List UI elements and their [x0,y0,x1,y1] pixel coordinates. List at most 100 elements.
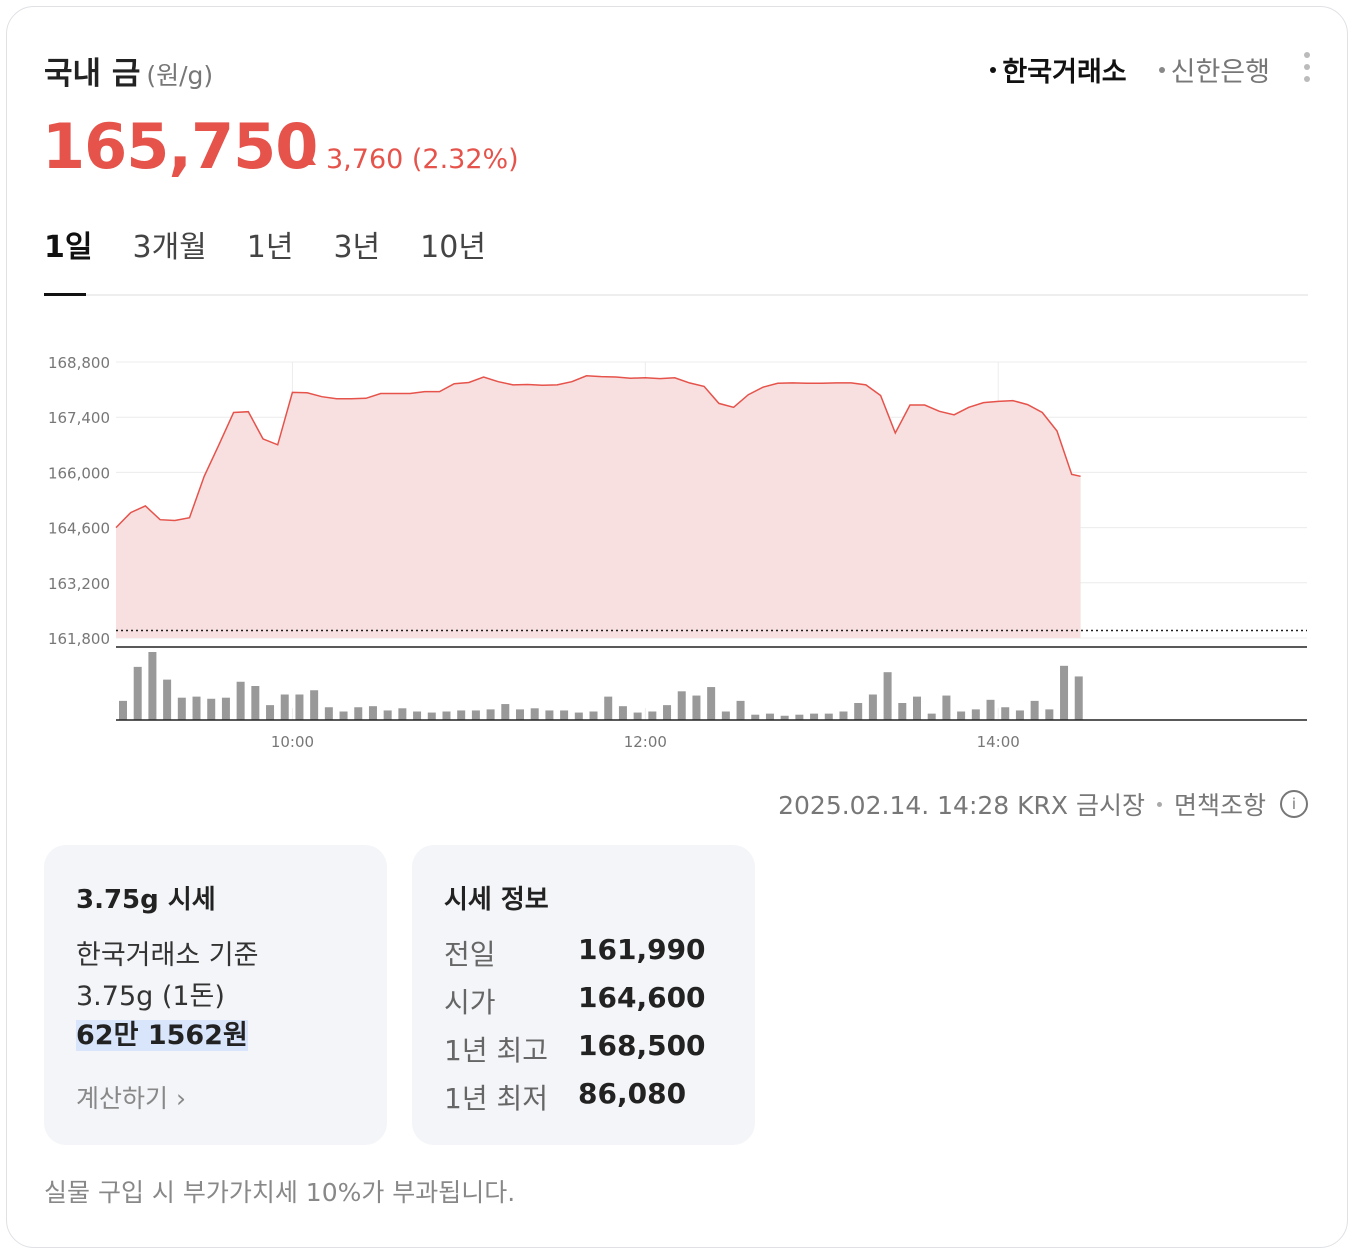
page-title: 국내 금 (원/g) [44,48,213,93]
volume-bar [957,711,966,720]
volume-bar [427,712,436,720]
volume-bar [618,706,627,720]
period-tabs: 1일 3개월 1년 3년 10년 [44,222,486,266]
volume-bar [295,694,304,720]
info-icon[interactable]: i [1280,790,1308,818]
volume-bar [780,715,789,720]
volume-bar [589,711,598,720]
volume-bar [339,711,348,720]
up-arrow-icon [302,154,316,165]
tab-1d[interactable]: 1일 [44,230,93,265]
volume-bar [648,711,657,720]
volume-bar [604,696,613,720]
volume-bar [883,672,892,720]
box-title: 3.75g 시세 [76,885,216,915]
volume-bar [545,710,554,720]
box-title: 시세 정보 [444,885,549,915]
volume-bar [310,690,319,720]
change-value: 3,760 (2.32%) [326,144,519,175]
volume-bar [736,700,745,720]
active-tab-indicator [44,293,86,296]
volume-bar [986,699,995,720]
info-row: 1년 최고 168,500 [444,1029,706,1069]
volume-bar [501,704,510,720]
bullet-icon [990,66,997,73]
volume-bar [839,711,848,720]
volume-bar [354,707,363,720]
tab-10y[interactable]: 10년 [420,230,486,265]
info-row: 시가 164,600 [444,981,706,1021]
volume-bar [1015,710,1024,720]
y-tick-label: 164,600 [48,520,110,538]
volume-bar [560,710,569,720]
info-row: 1년 최저 86,080 [444,1077,686,1117]
unit-label: (원/g) [146,61,214,90]
volume-bar [1074,676,1083,720]
volume-bar [148,652,157,720]
volume-bar [177,697,186,720]
volume-bar [663,705,672,720]
source-krx[interactable]: 한국거래소 [990,50,1127,89]
volume-bar [795,714,804,720]
source-shinhan[interactable]: 신한은행 [1158,50,1270,89]
price-chart[interactable]: 168,800 167,400 166,000 164,600 163,200 161,8… [0,330,1360,770]
row-label: 1년 최저 [444,1082,548,1115]
bullet-icon [1158,66,1165,73]
volume-bar [266,705,275,720]
price-line [115,375,1081,529]
volume-bar [163,679,172,720]
volume-bar [1060,665,1069,720]
volume-bar [810,713,819,720]
volume-bar [207,698,216,720]
volume-bar [236,681,245,720]
volume-bar [457,710,466,720]
volume-bar [192,696,201,720]
volume-bar [1001,707,1010,720]
separator-dot [1156,801,1162,807]
volume-bar [383,710,392,720]
volume-bar [324,707,333,720]
chevron-right-icon: › [175,1084,186,1113]
volume-bar [971,709,980,720]
don-price: 62만 1562원 [76,1020,248,1051]
row-label: 시가 [444,986,496,1019]
volume-bar [898,703,907,720]
tab-3m[interactable]: 3개월 [132,230,207,265]
row-value: 164,600 [578,981,706,1014]
volume-bar [692,695,701,720]
volume-bar [530,708,539,720]
volume-bar [765,713,774,720]
volume-bar [516,709,524,720]
volume-bar [633,712,642,720]
timestamp: 2025.02.14. 14:28 KRX 금시장 [778,791,1145,820]
source-selector: 한국거래소 신한은행 [990,50,1270,89]
volume-bar [707,687,716,720]
volume-bar [1030,700,1039,720]
basis-label: 한국거래소 기준 [76,940,259,971]
volume-bar [133,666,142,720]
y-tick-label: 163,200 [48,575,110,593]
disclaimer-link[interactable]: 면책조항 [1173,791,1266,820]
calculate-link[interactable]: 계산하기 › [76,1079,186,1115]
price-change: 3,760 (2.32%) [302,144,519,175]
title-text: 국내 금 [44,56,141,92]
row-value: 86,080 [578,1077,687,1110]
tab-divider [44,294,1308,296]
more-menu-icon[interactable] [1304,52,1310,82]
volume-bar [119,700,127,720]
price-info-box: 시세 정보 전일 161,990 시가 164,600 1년 최고 168,500 1… [412,845,755,1145]
row-label: 1년 최고 [444,1034,548,1067]
volume-bar [413,711,422,720]
volume-bar [1045,709,1054,720]
tab-3y[interactable]: 3년 [333,230,381,265]
y-tick-label: 161,800 [48,630,110,648]
y-tick-label: 166,000 [48,464,110,482]
volume-bar [854,703,863,720]
y-tick-label: 168,800 [48,354,110,372]
current-price: 165,750 [42,110,318,183]
chart-meta: 2025.02.14. 14:28 KRX 금시장 면책조항 i [778,786,1308,822]
volume-bar [677,691,686,720]
volume-bar [398,708,407,720]
tab-1y[interactable]: 1년 [246,230,294,265]
vat-note: 실물 구입 시 부가가치세 10%가 부과됩니다. [44,1178,516,1207]
